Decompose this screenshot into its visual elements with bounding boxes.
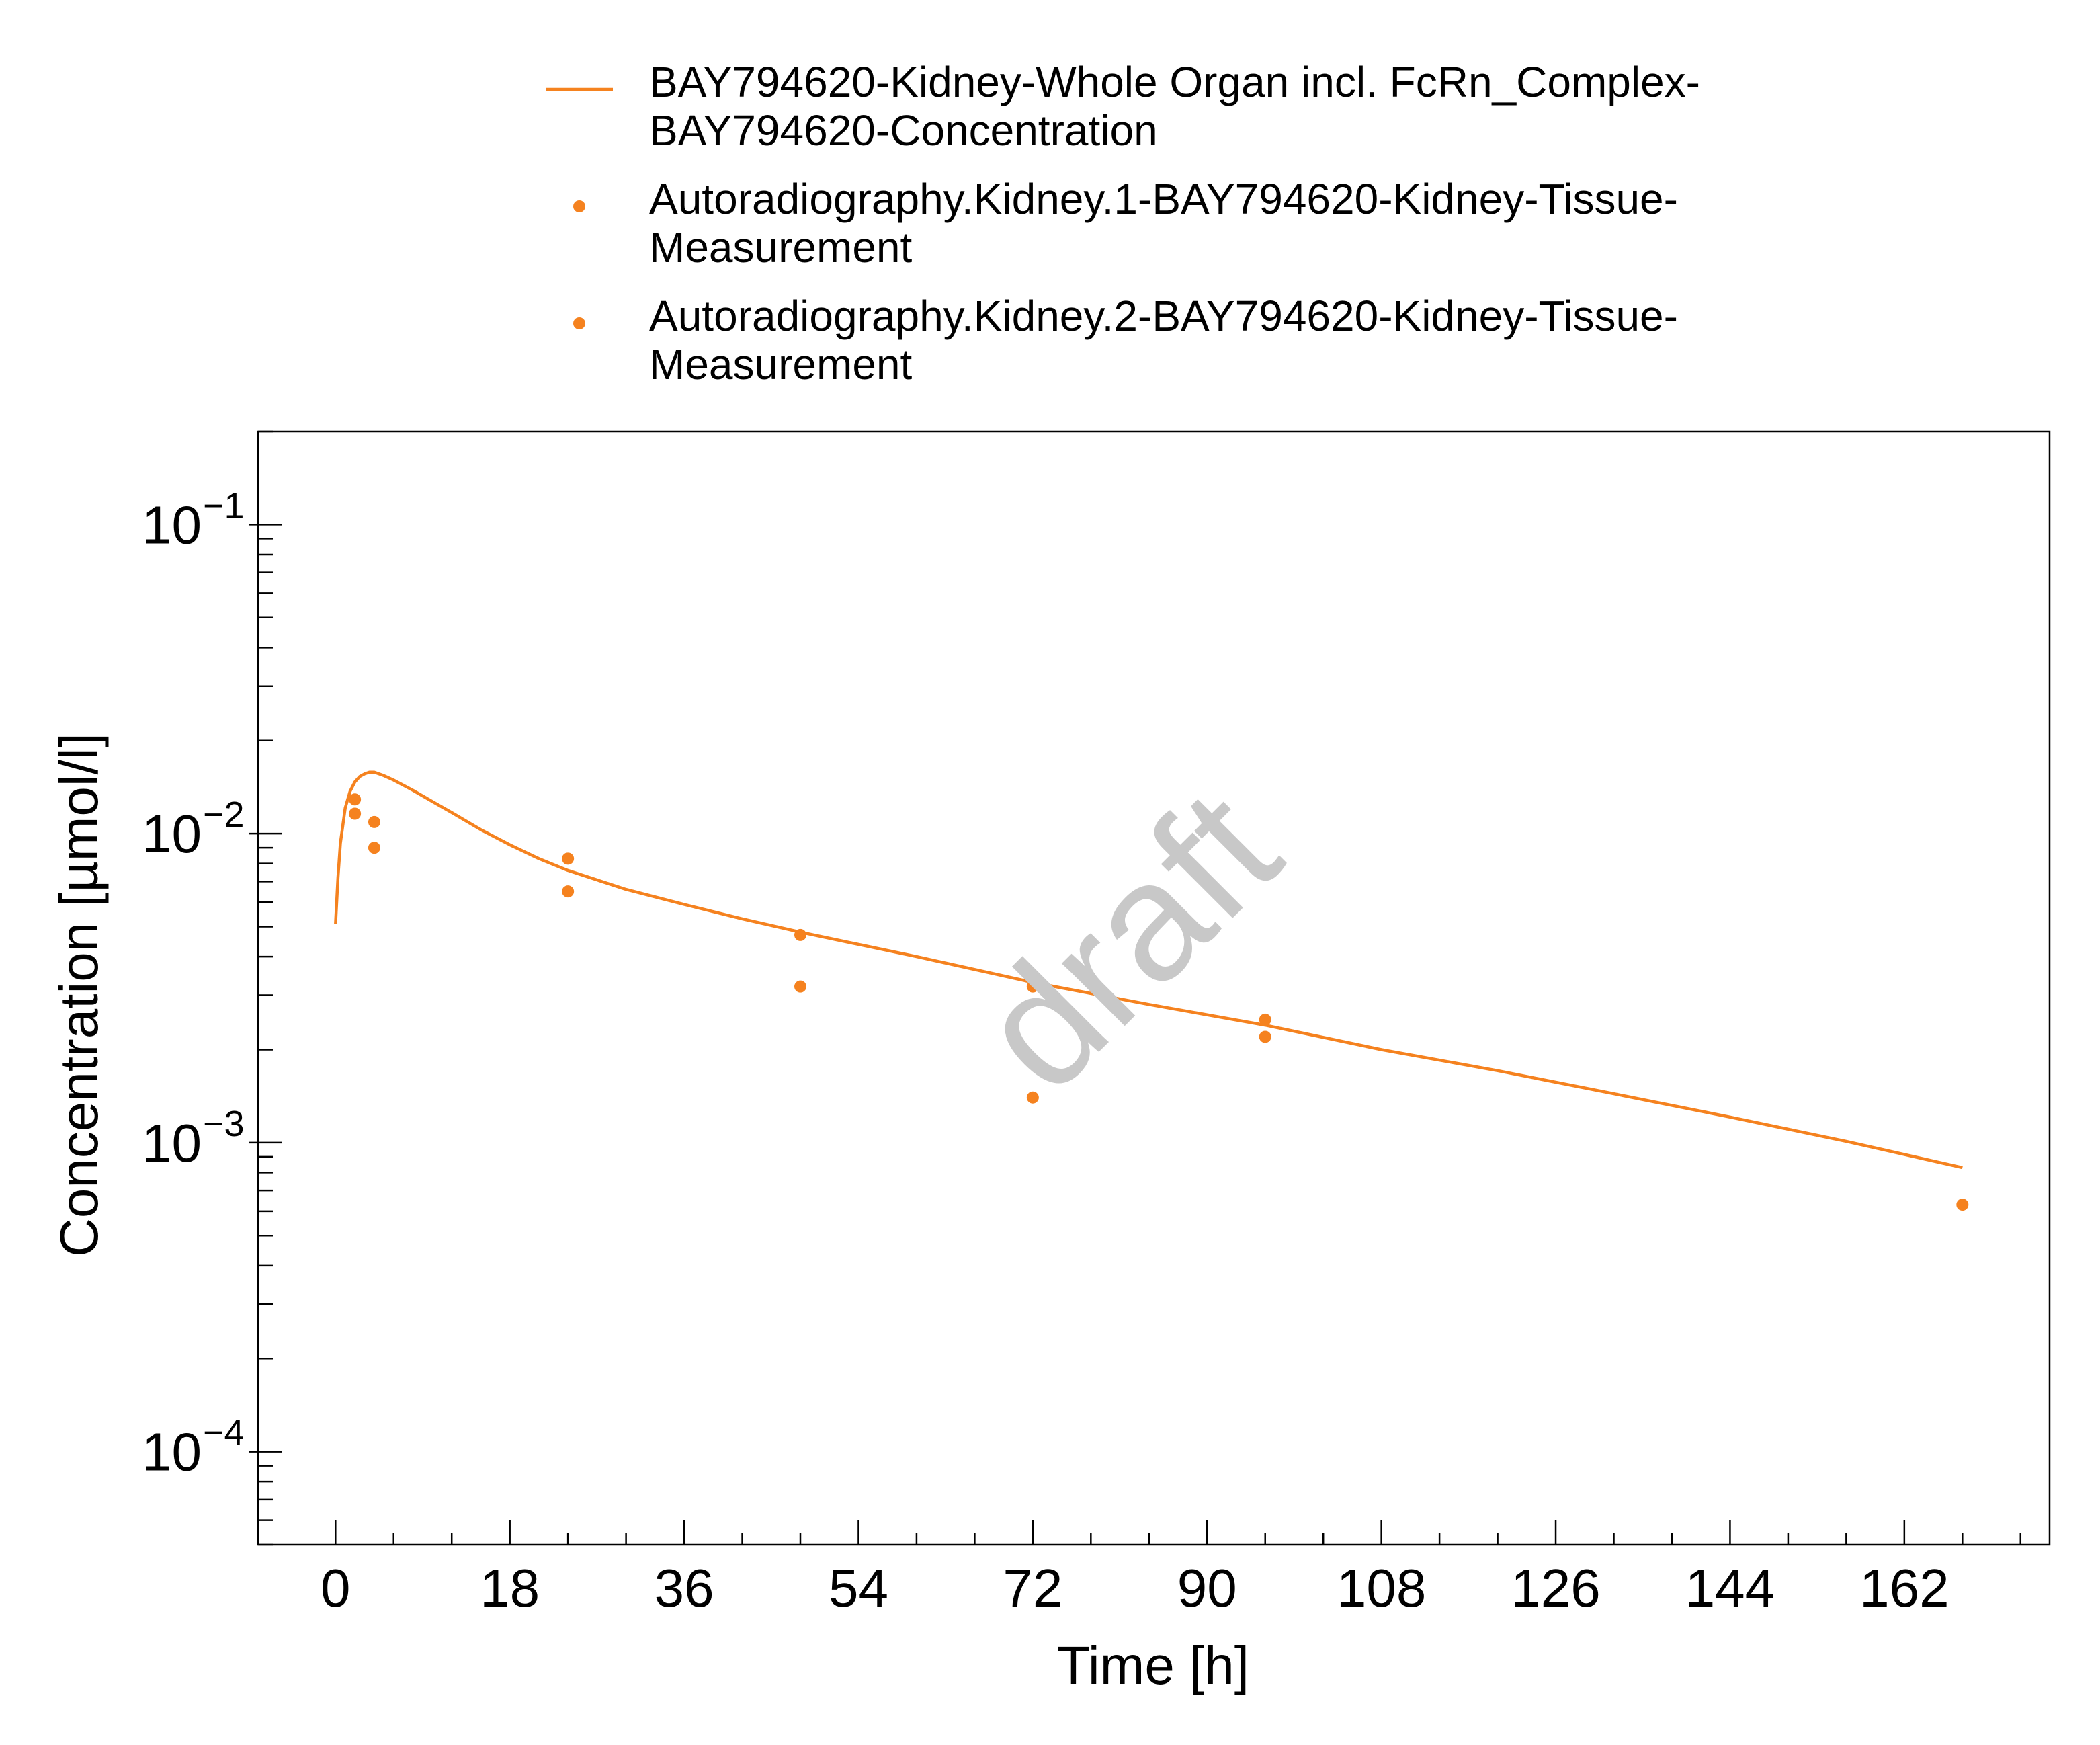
legend-entry-label: Measurement (649, 223, 913, 272)
x-axis: 0 18 36 54 72 90 108 126 144 162 (321, 1520, 2022, 1618)
x-tick-label: 162 (1859, 1558, 1949, 1618)
series-layer (334, 770, 1969, 1211)
data-point-series-1 (794, 928, 807, 941)
y-axis: 10−110−210−310−4 (142, 485, 282, 1482)
legend-entry-label: BAY794620-Concentration (649, 106, 1158, 155)
x-tick-label: 72 (1003, 1558, 1062, 1618)
y-tick-label: 10 (142, 804, 202, 864)
legend-entry-label: Autoradiography.Kidney.2-BAY794620-Kidne… (649, 292, 1678, 340)
y-axis-label: Concentration [µmol/l] (49, 733, 109, 1257)
y-tick-label: 10 (142, 1113, 202, 1173)
x-tick-label: 90 (1177, 1558, 1237, 1618)
y-tick-label-exponent: −3 (203, 1104, 245, 1144)
legend-entry-label: BAY794620-Kidney-Whole Organ incl. FcRn_… (649, 58, 1700, 106)
data-point-series-1 (368, 815, 380, 828)
series-line-simulation (334, 770, 1963, 1170)
x-tick-label: 18 (480, 1558, 540, 1618)
data-point-series-1 (1259, 1013, 1271, 1026)
data-point-series-2 (1026, 1091, 1039, 1104)
y-tick-label-exponent: −2 (203, 795, 245, 835)
y-axis-minor-ticks (258, 430, 273, 1546)
x-tick-label: 36 (655, 1558, 714, 1618)
x-tick-label: 54 (829, 1558, 888, 1618)
y-tick-label: 10 (142, 495, 202, 555)
data-point-series-1 (349, 793, 362, 806)
data-point-series-1 (1026, 980, 1039, 993)
y-tick-label: 10 (142, 1422, 202, 1482)
x-tick-label: 0 (321, 1558, 351, 1618)
legend-dot-marker (573, 200, 585, 212)
y-tick-label-exponent: −4 (203, 1413, 245, 1453)
data-point-series-2 (562, 885, 575, 898)
legend-dot-marker (573, 317, 585, 329)
x-tick-label: 108 (1337, 1558, 1426, 1618)
data-point-series-2 (794, 980, 807, 993)
y-tick-label-exponent: −1 (203, 485, 245, 526)
x-tick-label: 144 (1685, 1558, 1775, 1618)
legend-entry-label: Measurement (649, 340, 913, 389)
data-point-series-2 (368, 842, 380, 854)
x-axis-label: Time [h] (1057, 1635, 1249, 1695)
data-point-series-1 (562, 852, 575, 865)
data-point-series-2 (1259, 1030, 1271, 1043)
data-point-series-2 (349, 807, 362, 820)
legend: BAY794620-Kidney-Whole Organ incl. FcRn_… (546, 58, 1700, 389)
data-point-series-1 (1956, 1199, 1969, 1211)
plot-area-frame (257, 430, 2051, 1546)
legend-entry-label: Autoradiography.Kidney.1-BAY794620-Kidne… (649, 175, 1678, 223)
x-tick-label: 126 (1511, 1558, 1600, 1618)
